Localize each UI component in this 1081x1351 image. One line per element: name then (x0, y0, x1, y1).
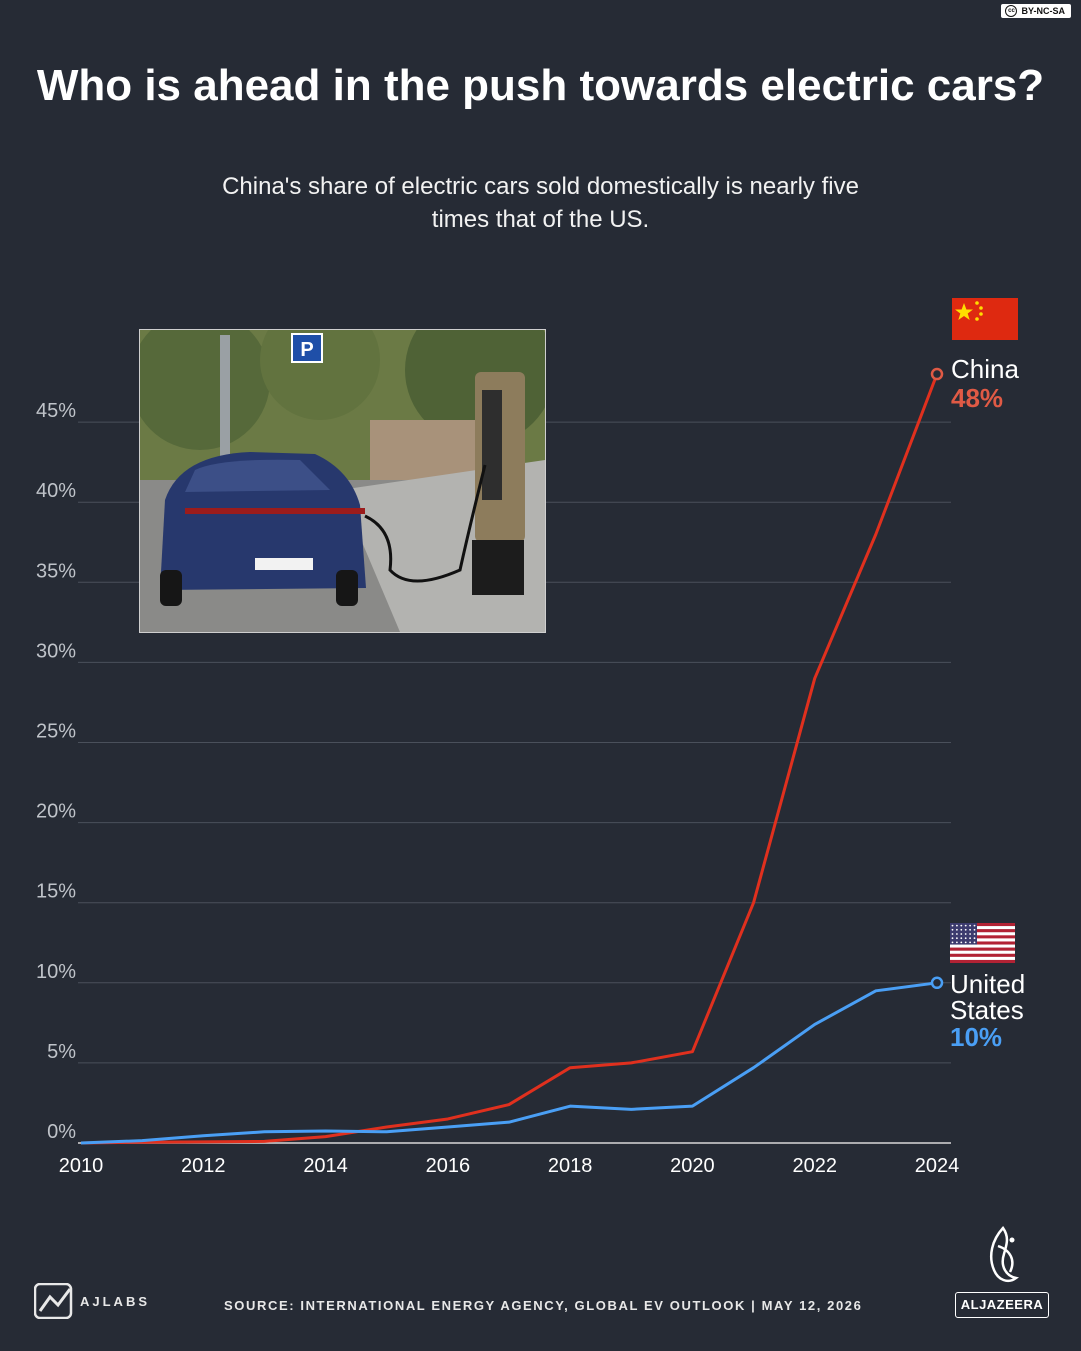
y-tick-label: 5% (47, 1041, 76, 1063)
y-tick-label: 15% (36, 881, 76, 903)
china-flag-icon (952, 298, 1018, 340)
aljazeera-emblem-icon (990, 1226, 1019, 1282)
x-tick-label: 2010 (59, 1155, 104, 1177)
x-tick-label: 2022 (792, 1155, 837, 1177)
cc-icon: cc (1005, 5, 1018, 17)
y-tick-label: 35% (36, 560, 76, 582)
x-tick-label: 2014 (303, 1155, 348, 1177)
y-tick-label: 10% (36, 961, 76, 983)
y-tick-label: 40% (36, 480, 76, 502)
x-tick-label: 2020 (670, 1155, 715, 1177)
x-tick-label: 2016 (426, 1155, 471, 1177)
us-series-label-line2: States (950, 995, 1024, 1025)
us-end-value: 10% (950, 1022, 1003, 1052)
series-line-united-states (80, 981, 938, 1145)
y-tick-label: 0% (47, 1121, 76, 1143)
license-badge: cc BY-NC-SA (1001, 4, 1071, 18)
svg-text:P: P (300, 339, 313, 361)
x-tick-label: 2024 (915, 1155, 960, 1177)
y-tick-label: 25% (36, 721, 76, 743)
series-line-china (80, 373, 939, 1145)
y-tick-label: 30% (36, 640, 76, 662)
chart-title: Who is ahead in the push towards electri… (36, 61, 1045, 110)
ajlabs-logo: AJLABS (34, 1283, 150, 1319)
chart-subtitle: China's share of electric cars sold dome… (222, 173, 859, 233)
end-point-united-states (930, 976, 944, 990)
x-tick-label: 2018 (548, 1155, 593, 1177)
source-note: SOURCE: INTERNATIONAL ENERGY AGENCY, GLO… (224, 1298, 863, 1313)
aljazeera-logo: ALJAZEERA (955, 1292, 1049, 1318)
ajlabs-text: AJLABS (80, 1293, 151, 1309)
end-point-china (930, 367, 944, 381)
us-series-label-line1: United (950, 969, 1026, 999)
us-flag-icon (950, 923, 1015, 963)
china-series-label: China (951, 354, 1019, 384)
license-text: BY-NC-SA (1021, 6, 1065, 16)
ajlabs-chart-icon (34, 1283, 73, 1319)
china-end-value: 48% (951, 383, 1004, 413)
x-tick-label: 2012 (181, 1155, 226, 1177)
y-tick-label: 20% (36, 801, 76, 823)
y-tick-label: 45% (36, 400, 76, 422)
ev-charging-photo: P (139, 329, 546, 633)
